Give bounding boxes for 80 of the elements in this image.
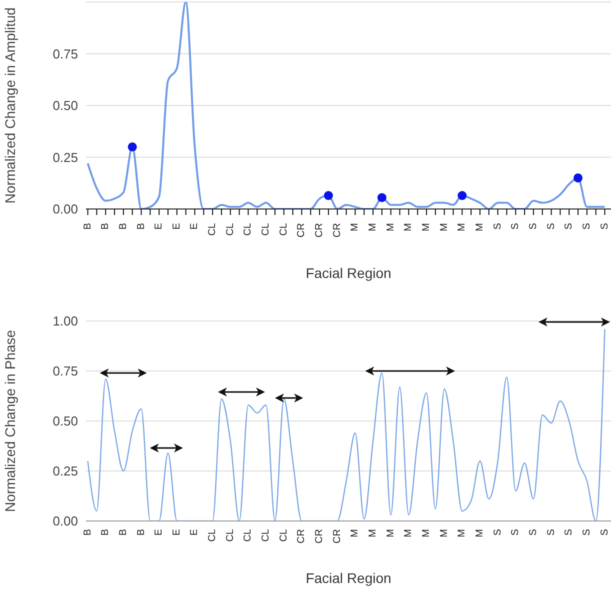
x-tick-label: CL xyxy=(224,222,236,236)
x-tick-label: S xyxy=(581,528,592,536)
y-tick-label: 0.50 xyxy=(52,98,78,114)
x-tick-label: E xyxy=(189,222,200,230)
x-tick-label: CL xyxy=(278,222,290,236)
x-tick-label: E xyxy=(171,528,182,536)
x-tick-label: B xyxy=(136,222,147,230)
x-tick-label: M xyxy=(474,529,486,538)
x-tick-label: E xyxy=(171,222,182,230)
y-axis-title: Normalized Change in Phase xyxy=(2,330,18,512)
x-tick-label: M xyxy=(385,529,396,538)
point xyxy=(458,191,467,200)
x-tick-label: S xyxy=(581,222,592,230)
x-tick-label: S xyxy=(564,528,575,536)
y-axis-title: Normalized Change in Amplitud xyxy=(2,7,18,204)
x-tick-label: S xyxy=(492,222,504,230)
x-tick-label: CR xyxy=(296,223,308,238)
x-tick-label: CL xyxy=(207,528,218,542)
point xyxy=(128,142,137,152)
x-tick-label: S xyxy=(492,528,504,536)
x-tick-label: S xyxy=(510,528,522,536)
x-tick-label: M xyxy=(438,223,450,232)
x-tick-label: M xyxy=(368,223,379,232)
x-tick-label: B xyxy=(100,528,112,536)
y-tick-label: 0.75 xyxy=(52,46,78,62)
x-tick-label: M xyxy=(368,529,379,538)
x-tick-label: S xyxy=(599,528,610,536)
line-series xyxy=(86,2,606,209)
x-tick-label: S xyxy=(528,222,539,230)
point xyxy=(377,193,386,202)
x-tick-label: CR xyxy=(296,529,308,544)
x-tick-label: CL xyxy=(278,528,290,542)
x-tick-label: M xyxy=(403,223,414,232)
x-tick-label: B xyxy=(118,222,129,230)
x-tick-label: CL xyxy=(260,528,272,542)
x-tick-label: B xyxy=(136,528,147,536)
x-tick-label: M xyxy=(350,223,361,232)
x-tick-label: E xyxy=(154,528,165,536)
point xyxy=(324,191,333,200)
x-tick-label: M xyxy=(456,223,468,232)
x-axis-title: Facial Region xyxy=(306,570,392,586)
x-tick-label: M xyxy=(403,529,414,538)
x-tick-label: E xyxy=(189,528,200,536)
x-tick-label: B xyxy=(82,222,94,230)
x-tick-label: M xyxy=(438,529,450,538)
x-tick-label: CR xyxy=(314,223,326,238)
x-tick-label: S xyxy=(599,222,610,230)
y-tick-label: 0.50 xyxy=(52,414,78,429)
x-tick-label: M xyxy=(420,529,432,538)
x-tick-label: S xyxy=(510,222,522,230)
x-tick-label: M xyxy=(456,529,468,538)
x-tick-label: E xyxy=(154,222,165,230)
x-tick-label: CL xyxy=(260,222,272,236)
x-tick-label: B xyxy=(82,528,94,536)
y-tick-label: 1.00 xyxy=(52,314,78,329)
x-tick-label: B xyxy=(100,222,112,230)
y-tick-label: 0.00 xyxy=(52,202,78,217)
y-tick-label: 0.25 xyxy=(52,150,78,165)
x-tick-label: CR xyxy=(332,223,343,238)
x-axis-title: Facial Region xyxy=(306,265,392,281)
x-tick-label: CR xyxy=(332,529,343,544)
x-tick-label: CL xyxy=(242,528,254,542)
point xyxy=(574,173,583,182)
x-tick-label: B xyxy=(118,528,129,536)
x-tick-label: S xyxy=(546,222,557,230)
x-tick-label: S xyxy=(564,222,575,230)
x-tick-label: CL xyxy=(242,222,254,236)
x-tick-label: M xyxy=(350,529,361,538)
x-tick-label: M xyxy=(420,223,432,232)
x-tick-label: CL xyxy=(224,528,236,542)
x-tick-label: S xyxy=(528,528,539,536)
x-tick-label: S xyxy=(546,528,557,536)
x-tick-label: M xyxy=(474,223,486,232)
y-tick-label: 0.00 xyxy=(52,514,78,529)
x-tick-label: CL xyxy=(207,222,218,236)
y-tick-label: 0.75 xyxy=(52,364,78,379)
x-tick-label: M xyxy=(385,223,396,232)
y-tick-label: 0.25 xyxy=(52,464,78,479)
line-series xyxy=(87,328,606,521)
x-tick-label: CR xyxy=(314,529,326,544)
